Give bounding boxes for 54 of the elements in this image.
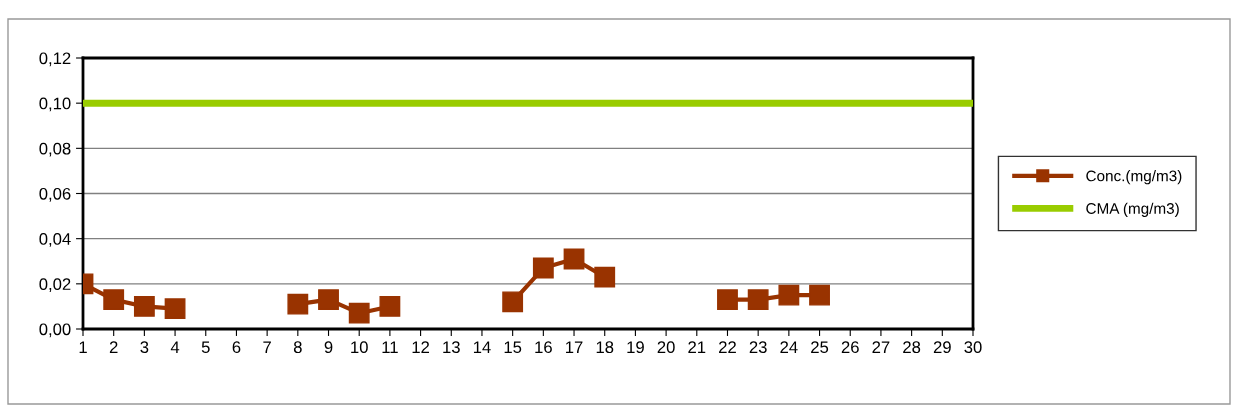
x-tick-label: 5 — [201, 341, 210, 354]
x-tick-label: 26 — [841, 341, 859, 354]
y-tick-label: 0,06 — [39, 187, 71, 202]
legend-label: Conc.(mg/m3) — [1086, 170, 1182, 185]
y-tick-label: 0,04 — [39, 233, 71, 247]
x-tick-label: 29 — [933, 341, 951, 354]
x-tick-label: 30 — [964, 341, 982, 354]
point — [778, 284, 800, 306]
point — [809, 284, 830, 306]
x-tick-label: 1 — [79, 341, 87, 353]
x-tick-label: 4 — [170, 341, 180, 353]
x-tick-label: 10 — [351, 341, 368, 354]
point — [594, 266, 616, 288]
point — [133, 295, 155, 317]
x-tick-label: 6 — [232, 341, 241, 354]
x-tick-label: 14 — [473, 341, 491, 353]
point — [348, 302, 370, 324]
x-tick-label: 17 — [566, 341, 583, 353]
x-tick-label: 15 — [504, 341, 522, 354]
x-tick-label: 16 — [535, 341, 552, 354]
x-tick-label: 8 — [293, 341, 302, 354]
x-tick-label: 9 — [324, 341, 333, 354]
x-tick-label: 18 — [596, 341, 614, 354]
x-tick-label: 19 — [627, 341, 644, 354]
x-tick-label: 25 — [811, 341, 829, 354]
x-tick-label: 2 — [109, 341, 118, 353]
x-tick-label: 3 — [140, 341, 149, 354]
point — [717, 289, 738, 311]
x-tick-label: 11 — [382, 341, 398, 353]
point — [747, 289, 769, 311]
y-tick-label: 0,00 — [39, 323, 71, 338]
x-tick-label: 13 — [443, 341, 460, 354]
x-tick-label: 27 — [872, 341, 890, 353]
point — [318, 289, 339, 311]
x-tick-label: 28 — [903, 341, 921, 354]
y-tick-label: 0,02 — [39, 278, 71, 293]
point — [287, 293, 309, 315]
legend-label: CMA (mg/m3) — [1086, 202, 1179, 217]
point — [502, 291, 524, 313]
point — [532, 257, 554, 279]
x-tick-label: 12 — [412, 341, 430, 353]
y-tick-label: 0,10 — [39, 97, 71, 112]
point — [563, 248, 585, 270]
point — [379, 295, 401, 317]
x-tick-label: 7 — [263, 341, 271, 353]
x-tick-label: 23 — [749, 341, 767, 354]
x-tick-label: 20 — [657, 341, 675, 354]
y-tick-label: 0,12 — [39, 52, 71, 67]
y-tick-label: 0,08 — [39, 142, 71, 157]
x-tick-label: 21 — [688, 341, 706, 353]
x-tick-label: 24 — [780, 341, 798, 353]
point — [103, 289, 125, 311]
x-tick-label: 22 — [719, 341, 736, 353]
point — [164, 298, 186, 320]
